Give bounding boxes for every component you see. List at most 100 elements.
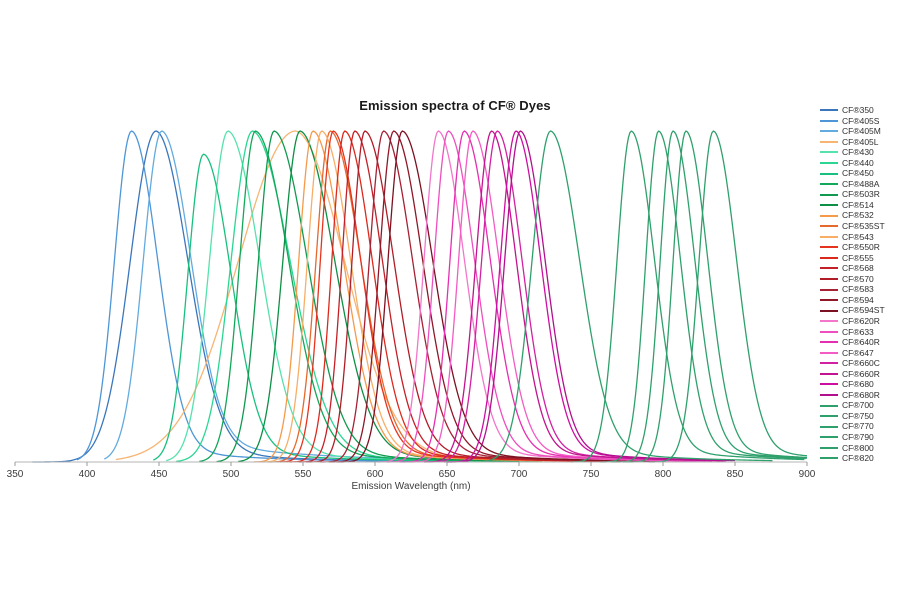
- legend-item: CF®440: [820, 158, 885, 169]
- legend-item: CF®583: [820, 284, 885, 295]
- legend-label: CF®450: [842, 168, 874, 179]
- legend-item: CF®700: [820, 400, 885, 411]
- legend-item: CF®543: [820, 232, 885, 243]
- legend-swatch: [820, 404, 838, 407]
- legend-swatch: [820, 415, 838, 418]
- curve-cf700: [484, 130, 773, 463]
- legend-label: CF®594ST: [842, 305, 885, 316]
- legend-item: CF®620R: [820, 316, 885, 327]
- legend-swatch: [820, 151, 838, 154]
- legend-label: CF®488A: [842, 178, 880, 189]
- legend-item: CF®405S: [820, 116, 885, 127]
- legend-item: CF®532: [820, 210, 885, 221]
- x-tick-label: 700: [511, 469, 528, 480]
- legend-label: CF®350: [842, 105, 874, 116]
- x-tick-label: 800: [655, 469, 672, 480]
- curve-cf405s: [76, 130, 393, 462]
- legend-swatch: [820, 109, 838, 112]
- legend-label: CF®700: [842, 400, 874, 411]
- legend-item: CF®633: [820, 326, 885, 337]
- legend-label: CF®633: [842, 326, 874, 337]
- legend-item: CF®800: [820, 443, 885, 454]
- legend-item: CF®514: [820, 200, 885, 211]
- legend-item: CF®488A: [820, 179, 885, 190]
- legend-swatch: [820, 119, 838, 122]
- legend-swatch: [820, 267, 838, 270]
- legend-item: CF®350: [820, 105, 885, 116]
- legend-label: CF®680R: [842, 389, 880, 400]
- x-tick-label: 750: [583, 469, 600, 480]
- chart-title: Emission spectra of CF® Dyes: [359, 98, 551, 113]
- legend-label: CF®405S: [842, 115, 880, 126]
- legend-label: CF®430: [842, 147, 874, 158]
- legend-label: CF®550R: [842, 242, 880, 253]
- legend-swatch: [820, 256, 838, 259]
- curve-cf800: [622, 130, 808, 463]
- curve-cf680r: [447, 130, 736, 463]
- legend-label: CF®800: [842, 442, 874, 453]
- curve-cf450: [152, 153, 455, 462]
- legend-item: CF®503R: [820, 189, 885, 200]
- legend-swatch: [820, 341, 838, 344]
- legend-item: CF®405M: [820, 126, 885, 137]
- legend-label: CF®640R: [842, 337, 880, 348]
- legend-label: CF®680: [842, 379, 874, 390]
- curve-cf750: [570, 130, 805, 463]
- legend-swatch: [820, 299, 838, 302]
- legend-swatch: [820, 309, 838, 312]
- legend-swatch: [820, 183, 838, 186]
- legend-swatch: [820, 425, 838, 428]
- legend-label: CF®543: [842, 231, 874, 242]
- legend-label: CF®503R: [842, 189, 880, 200]
- legend-label: CF®620R: [842, 315, 880, 326]
- legend-item: CF®660C: [820, 358, 885, 369]
- legend-swatch: [820, 130, 838, 133]
- legend-swatch: [820, 246, 838, 249]
- legend-swatch: [820, 204, 838, 207]
- legend-item: CF®555: [820, 253, 885, 264]
- legend-swatch: [820, 278, 838, 281]
- legend-swatch: [820, 446, 838, 449]
- legend-swatch: [820, 214, 838, 217]
- curve-cf770: [599, 130, 806, 463]
- legend-label: CF®647: [842, 347, 874, 358]
- x-tick-label: 650: [439, 469, 456, 480]
- x-axis-label: Emission Wavelength (nm): [351, 481, 471, 492]
- legend-item: CF®594: [820, 295, 885, 306]
- legend-item: CF®535ST: [820, 221, 885, 232]
- legend-item: CF®680R: [820, 390, 885, 401]
- legend-label: CF®405M: [842, 126, 881, 137]
- legend-swatch: [820, 457, 838, 460]
- legend-label: CF®770: [842, 421, 874, 432]
- legend-label: CF®594: [842, 294, 874, 305]
- legend-label: CF®405L: [842, 136, 879, 147]
- legend-swatch: [820, 372, 838, 375]
- plot-area: 350 400 450 500 550 600 650 700 750 800 850 900: [7, 130, 815, 480]
- curve-cf660r: [423, 130, 724, 463]
- legend-swatch: [820, 351, 838, 354]
- legend-label: CF®660R: [842, 368, 880, 379]
- legend-item: CF®430: [820, 147, 885, 158]
- legend-swatch: [820, 320, 838, 323]
- legend-swatch: [820, 362, 838, 365]
- x-tick-label: 550: [295, 469, 312, 480]
- legend-swatch: [820, 140, 838, 143]
- x-tick-label: 850: [727, 469, 744, 480]
- legend: CF®350 CF®405S CF®405M CF®405L CF®430 CF®440 C…: [820, 105, 885, 464]
- curve-cf488a: [199, 130, 505, 463]
- curve-cf620r: [377, 130, 689, 463]
- legend-label: CF®570: [842, 273, 874, 284]
- legend-swatch: [820, 225, 838, 228]
- curve-cf568: [298, 130, 600, 463]
- curve-cf350: [32, 130, 433, 463]
- legend-label: CF®820: [842, 453, 874, 464]
- legend-swatch: [820, 436, 838, 439]
- legend-item: CF®790: [820, 432, 885, 443]
- legend-item: CF®660R: [820, 369, 885, 380]
- x-tick-label: 500: [223, 469, 240, 480]
- curve-cf535st: [268, 130, 557, 463]
- legend-item: CF®594ST: [820, 305, 885, 316]
- legend-item: CF®820: [820, 453, 885, 464]
- legend-label: CF®532: [842, 210, 874, 221]
